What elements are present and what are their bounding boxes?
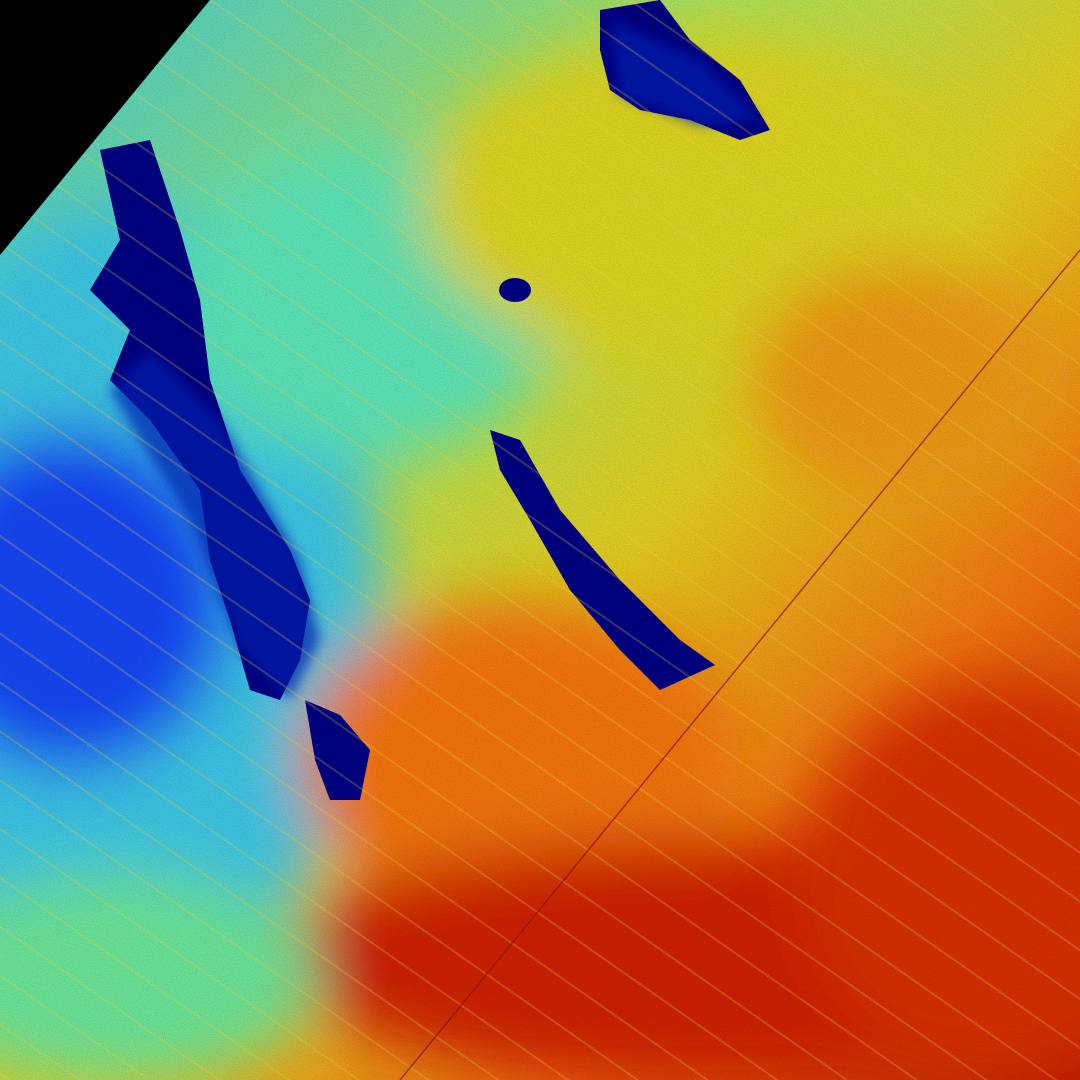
nodata-corner: [0, 0, 210, 255]
diagonal-line: [399, 249, 1080, 1080]
